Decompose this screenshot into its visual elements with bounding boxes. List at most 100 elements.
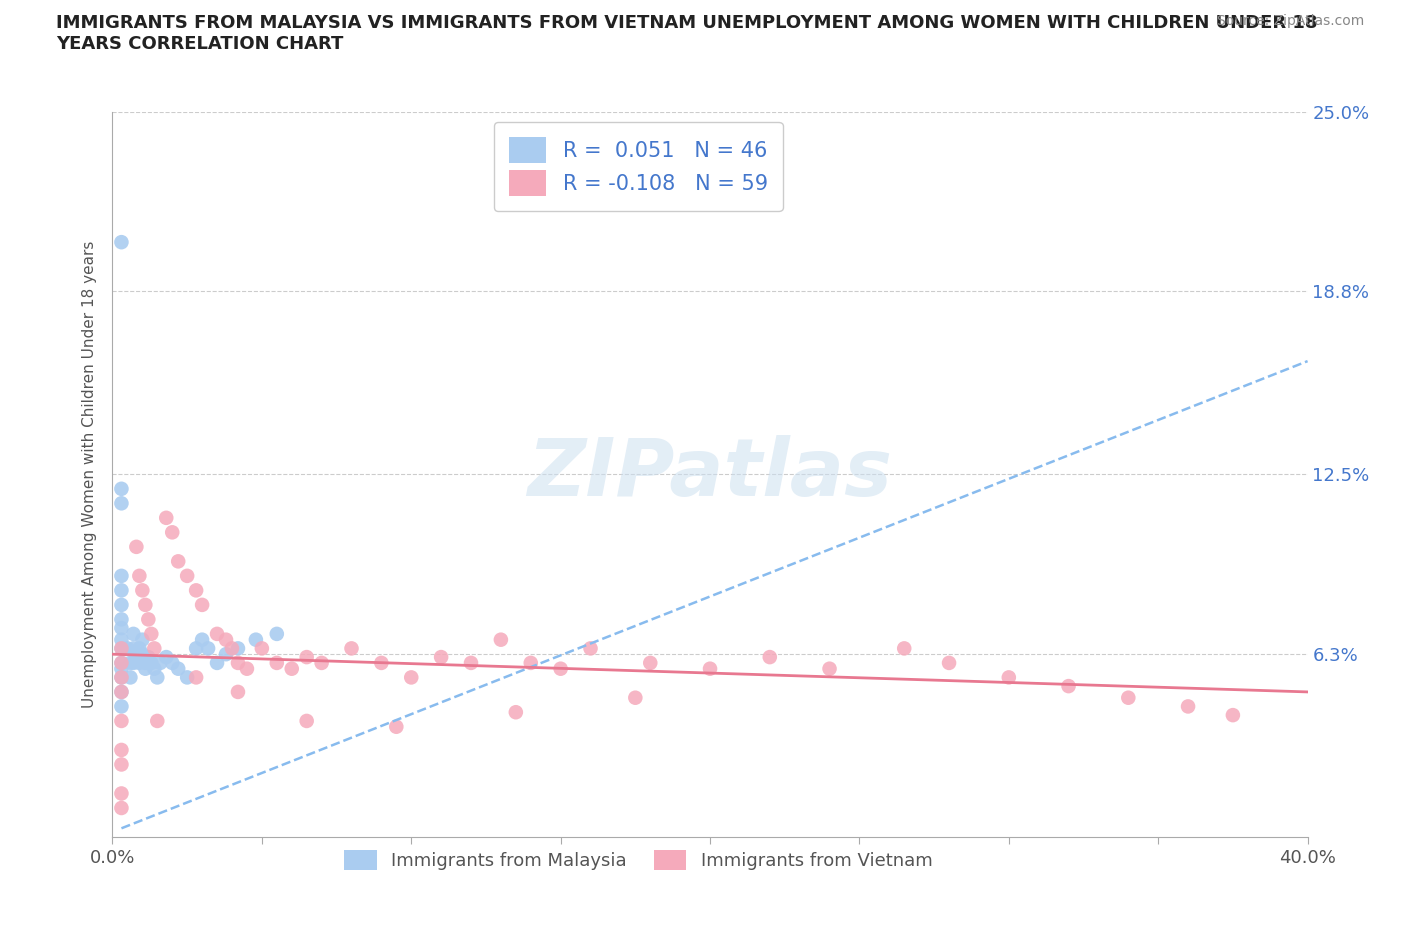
Point: [128, 641, 150, 656]
Point: [520, 656, 543, 671]
Point: [120, 656, 142, 671]
Point: [998, 670, 1021, 684]
Point: [110, 786, 132, 801]
Point: [110, 684, 132, 699]
Point: [110, 757, 132, 772]
Point: [176, 670, 198, 684]
Point: [295, 650, 318, 665]
Point: [385, 719, 408, 734]
Point: [624, 690, 647, 705]
Point: [110, 656, 132, 671]
Point: [134, 597, 156, 612]
Point: [110, 482, 132, 497]
Point: [430, 650, 453, 665]
Point: [197, 641, 219, 656]
Point: [146, 670, 169, 684]
Point: [149, 656, 172, 671]
Point: [938, 656, 960, 671]
Y-axis label: Unemployment Among Women with Children Under 18 years: Unemployment Among Women with Children U…: [82, 241, 97, 708]
Point: [191, 597, 214, 612]
Point: [110, 612, 132, 627]
Point: [110, 583, 132, 598]
Point: [131, 646, 153, 661]
Point: [110, 684, 132, 699]
Point: [640, 656, 662, 671]
Point: [1118, 690, 1140, 705]
Point: [191, 632, 214, 647]
Point: [215, 646, 238, 661]
Point: [146, 713, 169, 728]
Point: [311, 656, 333, 671]
Point: [226, 684, 249, 699]
Point: [226, 641, 249, 656]
Point: [759, 650, 782, 665]
Point: [162, 525, 183, 539]
Point: [370, 656, 392, 671]
Point: [505, 705, 527, 720]
Point: [117, 641, 139, 656]
Point: [699, 661, 721, 676]
Point: [205, 656, 228, 671]
Point: [120, 670, 142, 684]
Point: [138, 650, 160, 665]
Point: [110, 632, 132, 647]
Point: [1222, 708, 1244, 723]
Point: [205, 627, 228, 642]
Point: [1177, 699, 1199, 714]
Point: [221, 641, 243, 656]
Point: [110, 641, 132, 656]
Point: [110, 661, 132, 676]
Point: [110, 713, 132, 728]
Point: [143, 641, 166, 656]
Point: [236, 661, 259, 676]
Point: [579, 641, 602, 656]
Point: [125, 650, 148, 665]
Legend: Immigrants from Malaysia, Immigrants from Vietnam: Immigrants from Malaysia, Immigrants fro…: [335, 841, 942, 879]
Point: [266, 627, 288, 642]
Point: [893, 641, 915, 656]
Point: [110, 496, 132, 511]
Point: [1057, 679, 1080, 694]
Text: YEARS CORRELATION CHART: YEARS CORRELATION CHART: [56, 35, 343, 53]
Text: IMMIGRANTS FROM MALAYSIA VS IMMIGRANTS FROM VIETNAM UNEMPLOYMENT AMONG WOMEN WIT: IMMIGRANTS FROM MALAYSIA VS IMMIGRANTS F…: [56, 14, 1317, 32]
Point: [122, 641, 145, 656]
Text: ZIPatlas: ZIPatlas: [527, 435, 893, 513]
Point: [401, 670, 423, 684]
Point: [489, 632, 512, 647]
Point: [186, 583, 208, 598]
Point: [340, 641, 363, 656]
Point: [167, 661, 190, 676]
Point: [110, 670, 132, 684]
Point: [215, 632, 238, 647]
Point: [110, 620, 132, 635]
Point: [295, 713, 318, 728]
Point: [110, 670, 132, 684]
Point: [110, 801, 132, 816]
Point: [460, 656, 482, 671]
Point: [143, 661, 166, 676]
Point: [155, 650, 177, 665]
Point: [128, 656, 150, 671]
Point: [110, 234, 132, 249]
Point: [134, 661, 156, 676]
Point: [110, 699, 132, 714]
Point: [167, 554, 190, 569]
Point: [141, 656, 163, 671]
Point: [162, 656, 183, 671]
Point: [245, 632, 267, 647]
Point: [110, 597, 132, 612]
Point: [110, 742, 132, 757]
Point: [266, 656, 288, 671]
Point: [226, 656, 249, 671]
Point: [550, 661, 572, 676]
Point: [818, 661, 841, 676]
Point: [131, 583, 153, 598]
Point: [186, 670, 208, 684]
Point: [110, 568, 132, 583]
Point: [122, 656, 145, 671]
Point: [186, 641, 208, 656]
Point: [138, 612, 160, 627]
Point: [176, 568, 198, 583]
Point: [128, 568, 150, 583]
Text: Source: ZipAtlas.com: Source: ZipAtlas.com: [1216, 14, 1364, 28]
